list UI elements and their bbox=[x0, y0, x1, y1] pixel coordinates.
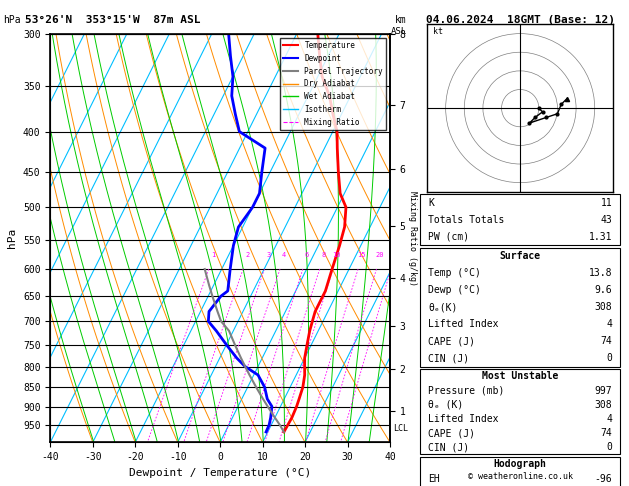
Text: Lifted Index: Lifted Index bbox=[428, 319, 499, 330]
Text: Temp (°C): Temp (°C) bbox=[428, 268, 481, 278]
Text: Totals Totals: Totals Totals bbox=[428, 215, 504, 225]
Text: Pressure (mb): Pressure (mb) bbox=[428, 385, 504, 396]
Text: 0: 0 bbox=[606, 442, 612, 452]
Text: θₑ (K): θₑ (K) bbox=[428, 400, 464, 410]
Text: 1: 1 bbox=[211, 252, 215, 258]
Text: ASL: ASL bbox=[391, 27, 408, 36]
Text: 13.8: 13.8 bbox=[589, 268, 612, 278]
Text: hPa: hPa bbox=[3, 15, 21, 25]
Text: 04.06.2024  18GMT (Base: 12): 04.06.2024 18GMT (Base: 12) bbox=[426, 15, 615, 25]
Y-axis label: Mixing Ratio (g/kg): Mixing Ratio (g/kg) bbox=[408, 191, 416, 286]
Text: 74: 74 bbox=[601, 336, 612, 347]
Text: CAPE (J): CAPE (J) bbox=[428, 428, 475, 438]
Text: Most Unstable: Most Unstable bbox=[482, 371, 559, 382]
Text: CIN (J): CIN (J) bbox=[428, 442, 469, 452]
Text: 997: 997 bbox=[594, 385, 612, 396]
Text: © weatheronline.co.uk: © weatheronline.co.uk bbox=[468, 472, 572, 481]
Text: PW (cm): PW (cm) bbox=[428, 232, 469, 242]
Text: CIN (J): CIN (J) bbox=[428, 353, 469, 364]
Text: 20: 20 bbox=[376, 252, 384, 258]
X-axis label: Dewpoint / Temperature (°C): Dewpoint / Temperature (°C) bbox=[129, 468, 311, 478]
Text: 11: 11 bbox=[601, 198, 612, 208]
Legend: Temperature, Dewpoint, Parcel Trajectory, Dry Adiabat, Wet Adiabat, Isotherm, Mi: Temperature, Dewpoint, Parcel Trajectory… bbox=[280, 38, 386, 130]
Text: Dewp (°C): Dewp (°C) bbox=[428, 285, 481, 295]
Text: 9.6: 9.6 bbox=[594, 285, 612, 295]
Text: -96: -96 bbox=[594, 474, 612, 485]
Text: 0: 0 bbox=[606, 353, 612, 364]
Text: 4: 4 bbox=[606, 319, 612, 330]
Text: 8: 8 bbox=[321, 252, 326, 258]
Text: 1.31: 1.31 bbox=[589, 232, 612, 242]
Text: km: km bbox=[395, 15, 407, 25]
Text: 53°26'N  353°15'W  87m ASL: 53°26'N 353°15'W 87m ASL bbox=[25, 15, 201, 25]
Text: 2: 2 bbox=[245, 252, 249, 258]
Text: CAPE (J): CAPE (J) bbox=[428, 336, 475, 347]
Text: 15: 15 bbox=[357, 252, 366, 258]
Text: 4: 4 bbox=[606, 414, 612, 424]
Y-axis label: hPa: hPa bbox=[8, 228, 18, 248]
Text: EH: EH bbox=[428, 474, 440, 485]
Text: kt: kt bbox=[433, 27, 443, 35]
Text: Surface: Surface bbox=[499, 251, 541, 261]
Text: 43: 43 bbox=[601, 215, 612, 225]
Text: 4: 4 bbox=[282, 252, 286, 258]
Text: K: K bbox=[428, 198, 434, 208]
Text: 6: 6 bbox=[304, 252, 309, 258]
Text: 308: 308 bbox=[594, 302, 612, 312]
Text: 308: 308 bbox=[594, 400, 612, 410]
Text: 10: 10 bbox=[333, 252, 341, 258]
Text: Lifted Index: Lifted Index bbox=[428, 414, 499, 424]
Text: 74: 74 bbox=[601, 428, 612, 438]
Text: Hodograph: Hodograph bbox=[494, 459, 547, 469]
Text: 3: 3 bbox=[266, 252, 270, 258]
Text: θₑ(K): θₑ(K) bbox=[428, 302, 457, 312]
Text: LCL: LCL bbox=[393, 424, 408, 433]
